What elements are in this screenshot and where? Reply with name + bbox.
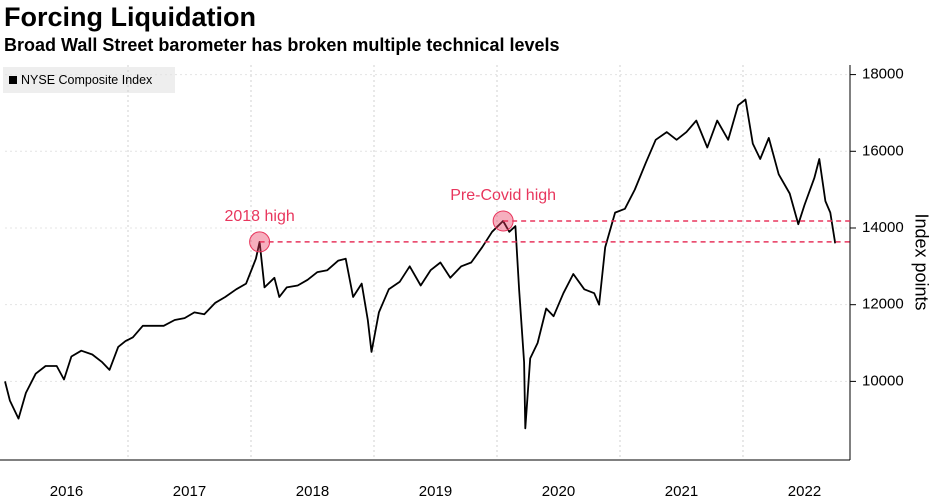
y-tick-label: 18000	[862, 66, 904, 83]
legend-box	[3, 67, 175, 93]
chart-title: Forcing Liquidation	[4, 2, 256, 32]
x-tick-label: 2016	[50, 483, 83, 500]
x-tick-label: 2020	[542, 483, 575, 500]
x-tick-label: 2018	[296, 483, 329, 500]
annotation-label: Pre-Covid high	[450, 187, 556, 204]
x-tick-label: 2019	[419, 483, 452, 500]
chart-subtitle: Broad Wall Street barometer has broken m…	[4, 35, 560, 55]
y-tick-label: 16000	[862, 142, 904, 159]
line	[4, 98, 837, 430]
annotation-marker	[492, 210, 514, 232]
x-tick-label: 2021	[665, 483, 698, 500]
y-tick-label: 12000	[862, 296, 904, 313]
legend-label: NYSE Composite Index	[21, 73, 153, 87]
y-axis-label: Index points	[911, 213, 931, 310]
annotation-marker	[249, 231, 271, 253]
legend: NYSE Composite Index	[3, 67, 175, 93]
x-tick-label: 2022	[788, 483, 821, 500]
annotation-label: 2018 high	[224, 208, 294, 225]
legend-swatch	[9, 76, 17, 84]
x-tick-label: 2017	[173, 483, 206, 500]
y-tick-label: 14000	[862, 219, 904, 236]
y-tick-label: 10000	[862, 372, 904, 389]
